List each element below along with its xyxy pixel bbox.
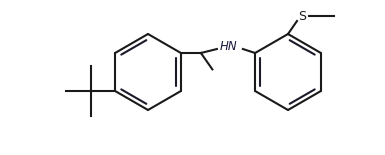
- Text: HN: HN: [220, 40, 238, 53]
- Text: S: S: [298, 9, 306, 22]
